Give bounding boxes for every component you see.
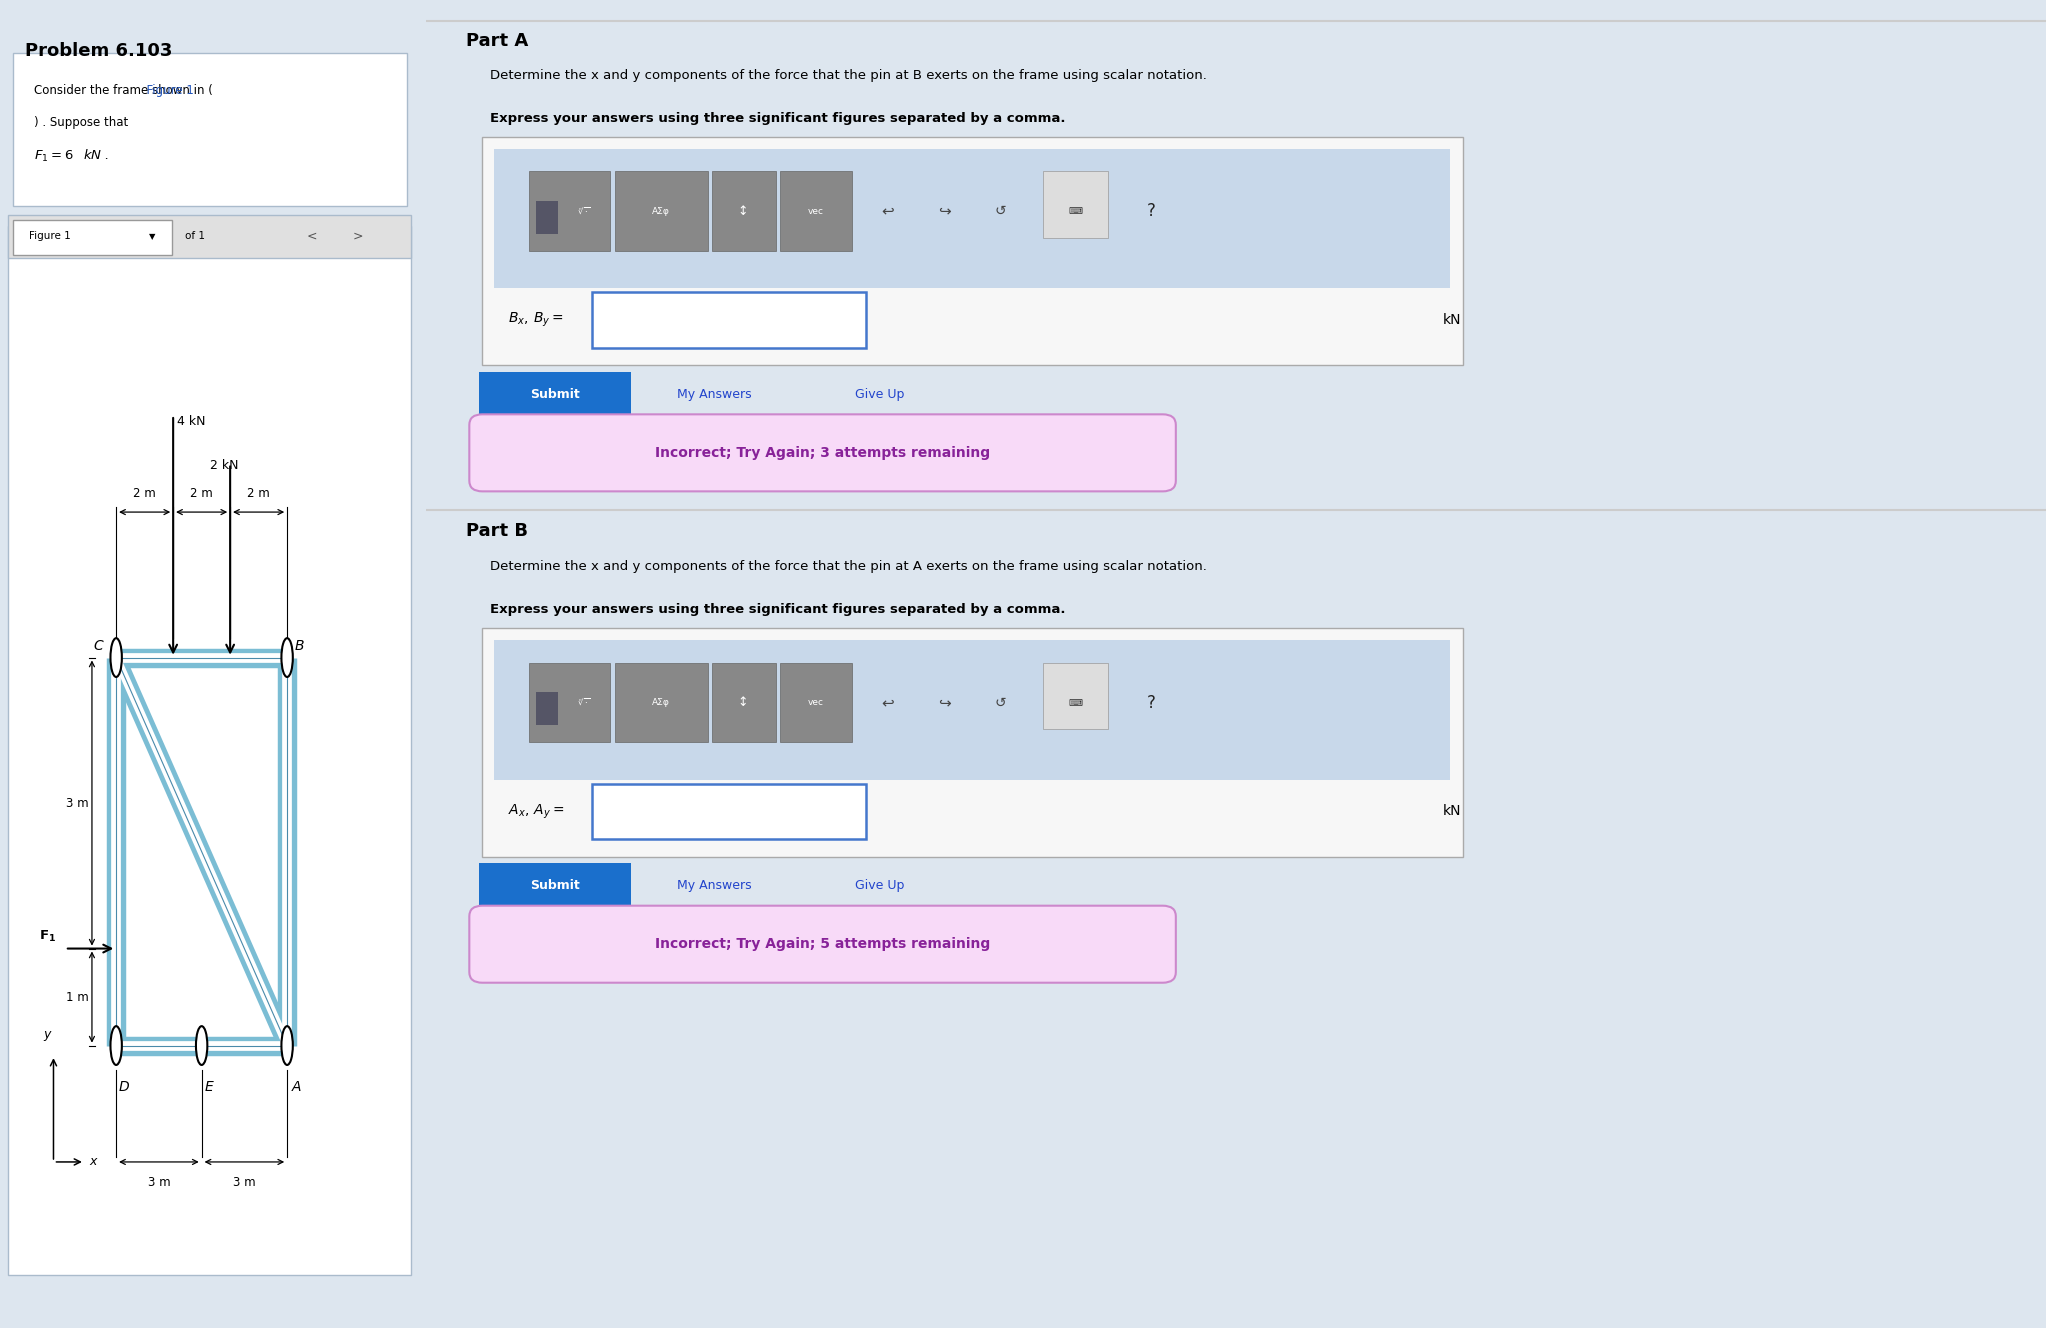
FancyBboxPatch shape: [483, 137, 1463, 365]
Text: B: B: [295, 639, 303, 653]
Text: x: x: [90, 1155, 96, 1169]
Circle shape: [110, 639, 123, 677]
FancyBboxPatch shape: [536, 692, 559, 725]
FancyBboxPatch shape: [712, 663, 775, 742]
Text: AΣφ: AΣφ: [651, 699, 669, 706]
Text: Figure 1: Figure 1: [33, 84, 194, 97]
Text: ↩: ↩: [882, 203, 894, 219]
Text: Consider the frame shown in (: Consider the frame shown in (: [33, 84, 213, 97]
Circle shape: [196, 1027, 207, 1065]
Text: $\mathbf{F_1}$: $\mathbf{F_1}$: [39, 930, 57, 944]
Text: vec: vec: [808, 699, 825, 706]
Text: ↺: ↺: [994, 696, 1007, 709]
Circle shape: [282, 639, 293, 677]
Text: $\sqrt[n]{\cdot}$: $\sqrt[n]{\cdot}$: [579, 697, 591, 708]
FancyBboxPatch shape: [493, 149, 1451, 288]
Text: 2 m: 2 m: [190, 487, 213, 501]
FancyBboxPatch shape: [8, 215, 411, 258]
Text: Part A: Part A: [466, 32, 528, 50]
Text: >: >: [352, 230, 362, 243]
Text: 2 m: 2 m: [248, 487, 270, 501]
Text: ⌨: ⌨: [1068, 697, 1082, 708]
FancyBboxPatch shape: [479, 372, 632, 417]
Text: My Answers: My Answers: [677, 879, 751, 892]
FancyBboxPatch shape: [12, 220, 172, 255]
Text: kN: kN: [1442, 313, 1461, 327]
Text: AΣφ: AΣφ: [651, 207, 669, 215]
Text: ↕: ↕: [739, 696, 749, 709]
FancyBboxPatch shape: [530, 171, 610, 251]
Text: My Answers: My Answers: [677, 388, 751, 401]
Text: $B_x,\,B_y =$: $B_x,\,B_y =$: [507, 311, 565, 329]
Text: ?: ?: [1148, 693, 1156, 712]
Text: Give Up: Give Up: [855, 879, 904, 892]
Text: 2 kN: 2 kN: [211, 458, 239, 471]
Text: ?: ?: [1148, 202, 1156, 220]
Text: A: A: [291, 1080, 301, 1093]
Text: 3 m: 3 m: [233, 1177, 256, 1190]
Text: of 1: of 1: [184, 231, 205, 242]
Text: ↩: ↩: [882, 695, 894, 710]
Text: ) . Suppose that: ) . Suppose that: [33, 116, 127, 129]
Text: Express your answers using three significant figures separated by a comma.: Express your answers using three signifi…: [491, 603, 1066, 616]
Text: Incorrect; Try Again; 3 attempts remaining: Incorrect; Try Again; 3 attempts remaini…: [655, 446, 990, 459]
FancyBboxPatch shape: [593, 292, 865, 348]
FancyBboxPatch shape: [593, 784, 865, 839]
FancyBboxPatch shape: [780, 663, 851, 742]
Text: $\sqrt[n]{\cdot}$: $\sqrt[n]{\cdot}$: [579, 206, 591, 216]
Text: y: y: [43, 1028, 51, 1041]
FancyBboxPatch shape: [12, 53, 407, 206]
Text: Submit: Submit: [530, 388, 581, 401]
Text: Submit: Submit: [530, 879, 581, 892]
Text: ▼: ▼: [149, 232, 155, 240]
Text: ↪: ↪: [937, 695, 951, 710]
Text: D: D: [119, 1080, 129, 1093]
FancyBboxPatch shape: [469, 906, 1176, 983]
Text: ↪: ↪: [937, 203, 951, 219]
Text: Incorrect; Try Again; 5 attempts remaining: Incorrect; Try Again; 5 attempts remaini…: [655, 938, 990, 951]
Text: 4 kN: 4 kN: [178, 416, 207, 428]
Text: kN: kN: [1442, 805, 1461, 818]
FancyBboxPatch shape: [616, 171, 708, 251]
Text: Figure 1: Figure 1: [29, 231, 72, 242]
FancyBboxPatch shape: [712, 171, 775, 251]
Text: C: C: [94, 639, 104, 653]
FancyBboxPatch shape: [8, 226, 411, 1275]
FancyBboxPatch shape: [479, 863, 632, 908]
Text: vec: vec: [808, 207, 825, 215]
FancyBboxPatch shape: [530, 663, 610, 742]
Text: Determine the x and y components of the force that the pin at A exerts on the fr: Determine the x and y components of the …: [491, 560, 1207, 574]
FancyBboxPatch shape: [493, 640, 1451, 780]
Text: 1 m: 1 m: [65, 991, 88, 1004]
Circle shape: [110, 1027, 123, 1065]
FancyBboxPatch shape: [1043, 663, 1107, 729]
Text: Determine the x and y components of the force that the pin at B exerts on the fr: Determine the x and y components of the …: [491, 69, 1207, 82]
Text: $F_1 = 6\,$  kN .: $F_1 = 6\,$ kN .: [33, 147, 108, 163]
Text: ⌨: ⌨: [1068, 206, 1082, 216]
Text: Give Up: Give Up: [855, 388, 904, 401]
FancyBboxPatch shape: [616, 663, 708, 742]
Text: Part B: Part B: [466, 522, 528, 540]
Text: ↺: ↺: [994, 205, 1007, 218]
FancyBboxPatch shape: [536, 201, 559, 234]
FancyBboxPatch shape: [780, 171, 851, 251]
Text: 3 m: 3 m: [65, 797, 88, 810]
Text: Express your answers using three significant figures separated by a comma.: Express your answers using three signifi…: [491, 112, 1066, 125]
FancyBboxPatch shape: [483, 628, 1463, 857]
Text: 2 m: 2 m: [133, 487, 155, 501]
Text: Problem 6.103: Problem 6.103: [25, 42, 172, 61]
Text: $A_x,\,A_y =$: $A_x,\,A_y =$: [507, 802, 565, 821]
Text: 3 m: 3 m: [147, 1177, 170, 1190]
FancyBboxPatch shape: [469, 414, 1176, 491]
Text: E: E: [205, 1080, 213, 1093]
FancyBboxPatch shape: [1043, 171, 1107, 238]
Text: ↕: ↕: [739, 205, 749, 218]
Circle shape: [282, 1027, 293, 1065]
Text: <: <: [307, 230, 317, 243]
